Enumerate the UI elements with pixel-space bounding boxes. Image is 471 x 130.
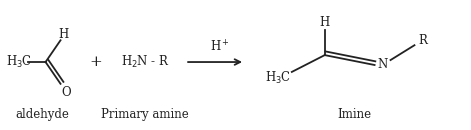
Text: R: R [418,34,427,47]
Text: Imine: Imine [338,108,372,121]
Text: Primary amine: Primary amine [101,108,189,121]
Text: aldehyde: aldehyde [16,108,70,121]
Text: H: H [320,16,330,29]
Text: H: H [58,28,69,41]
Text: O: O [61,86,71,99]
Text: H$^+$: H$^+$ [210,40,230,55]
Text: H$_3$C: H$_3$C [6,54,32,70]
Text: +: + [89,55,102,69]
Text: N: N [377,58,388,72]
Text: H$_3$C: H$_3$C [265,70,291,86]
Text: H$_2$N - R: H$_2$N - R [121,54,170,70]
